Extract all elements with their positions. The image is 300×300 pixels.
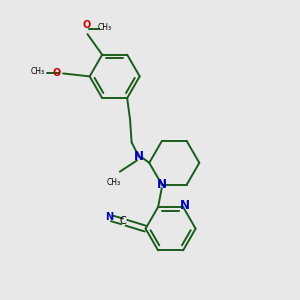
Text: CH₃: CH₃ bbox=[98, 23, 112, 32]
Text: CH₃: CH₃ bbox=[31, 68, 45, 76]
Text: N: N bbox=[157, 178, 167, 191]
Text: N: N bbox=[134, 151, 144, 164]
Text: N: N bbox=[180, 199, 190, 212]
Text: C: C bbox=[119, 216, 126, 226]
Text: N: N bbox=[105, 212, 113, 222]
Text: CH₃: CH₃ bbox=[107, 178, 121, 187]
Text: O: O bbox=[52, 68, 61, 78]
Text: O: O bbox=[83, 20, 91, 30]
